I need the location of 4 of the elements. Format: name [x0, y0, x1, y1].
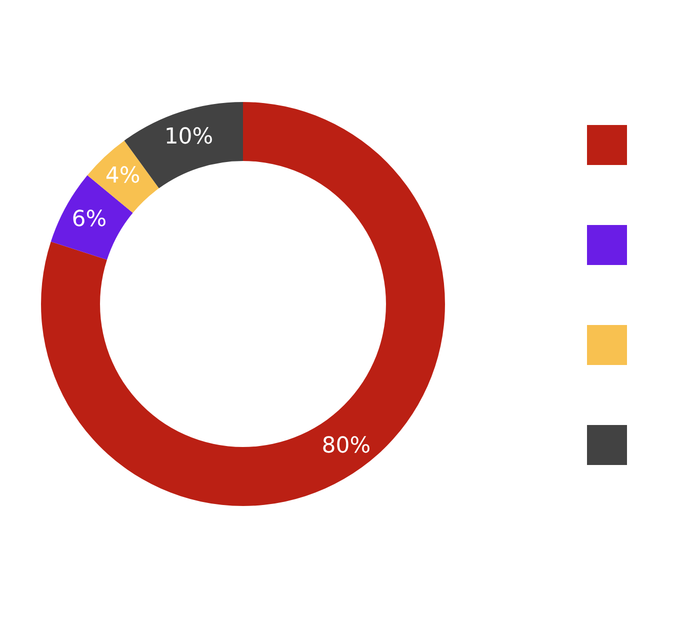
data-label: 4%	[105, 164, 140, 189]
data-label: 10%	[164, 124, 214, 150]
data-label: 6%	[72, 206, 107, 232]
data-label: 80%	[322, 433, 371, 458]
